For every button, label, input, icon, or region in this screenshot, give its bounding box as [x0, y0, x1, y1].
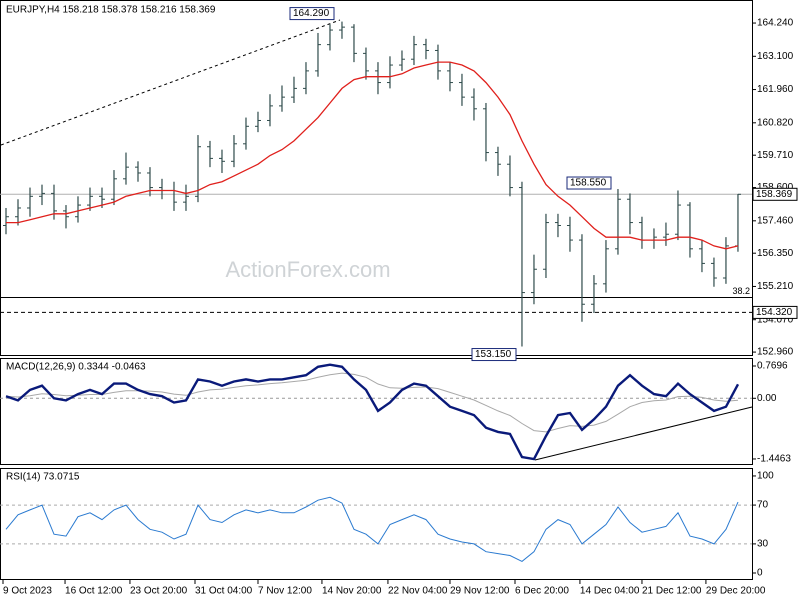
trend-line: [0, 19, 341, 146]
y-tick-label: 100: [757, 471, 774, 482]
rsi-line: [5, 496, 739, 562]
macd-line: [5, 363, 740, 461]
rsi-panel: [0, 468, 753, 580]
y-tick-label: 157.460: [757, 215, 794, 226]
y-tick-label: 156.350: [757, 248, 794, 259]
y-tick-label: -1.4463: [757, 454, 791, 465]
macd-title: MACD(12,26,9) 0.3344 -0.0463: [6, 362, 146, 373]
y-tick-label: 161.960: [757, 84, 794, 95]
x-tick-label: 14 Dec 04:00: [580, 586, 640, 597]
price-box-label: 158.369: [756, 189, 793, 200]
x-tick-label: 31 Oct 04:00: [195, 586, 253, 597]
x-tick-label: 9 Oct 2023: [3, 586, 52, 597]
x-tick-label: 21 Dec 12:00: [642, 586, 702, 597]
y-tick-label: 158.600: [757, 182, 794, 193]
price-label: 153.150: [475, 349, 512, 360]
y-tick-label: 0.00: [757, 393, 777, 404]
watermark: ActionForex.com: [225, 257, 390, 282]
y-tick-label: 152.960: [757, 347, 794, 358]
y-tick-label: 159.710: [757, 150, 794, 161]
price-title: EURJPY,H4 158.218 158.378 158.216 158.36…: [6, 5, 216, 16]
y-tick-label: 154.070: [757, 314, 794, 325]
x-tick-label: 29 Nov 12:00: [450, 586, 510, 597]
signal-line: [5, 372, 739, 433]
level-label: 38.2: [732, 286, 750, 296]
y-tick-label: 30: [757, 539, 769, 550]
y-tick-label: 0: [757, 568, 763, 579]
price-box-label: 154.320: [756, 307, 793, 318]
y-tick-label: 155.210: [757, 281, 794, 292]
price-box: [752, 187, 798, 201]
price-label: 158.550: [570, 178, 607, 189]
price-label-box: [289, 7, 335, 21]
macd-panel: [0, 358, 753, 465]
y-tick-label: 70: [757, 500, 769, 511]
moving-average: [6, 61, 739, 250]
macd-trend-line: [534, 406, 753, 461]
rsi-title: RSI(14) 73.0715: [6, 472, 80, 483]
price-box: [752, 305, 798, 319]
x-tick-label: 7 Nov 12:00: [258, 586, 312, 597]
x-tick-label: 16 Oct 12:00: [65, 586, 123, 597]
x-tick-label: 14 Nov 20:00: [322, 586, 382, 597]
x-tick-label: 22 Nov 04:00: [388, 586, 448, 597]
price-label: 164.290: [293, 8, 330, 19]
y-tick-label: 0.7696: [757, 361, 788, 372]
y-tick-label: 160.820: [757, 117, 794, 128]
x-tick-label: 23 Oct 20:00: [130, 586, 188, 597]
y-tick-label: 164.240: [757, 18, 794, 29]
price-label-box: [566, 176, 612, 190]
price-label-box: [471, 348, 517, 362]
price-panel: [0, 0, 753, 356]
x-tick-label: 29 Dec 20:00: [706, 586, 766, 597]
x-tick-label: 6 Dec 20:00: [515, 586, 569, 597]
y-tick-label: 163.100: [757, 51, 794, 62]
